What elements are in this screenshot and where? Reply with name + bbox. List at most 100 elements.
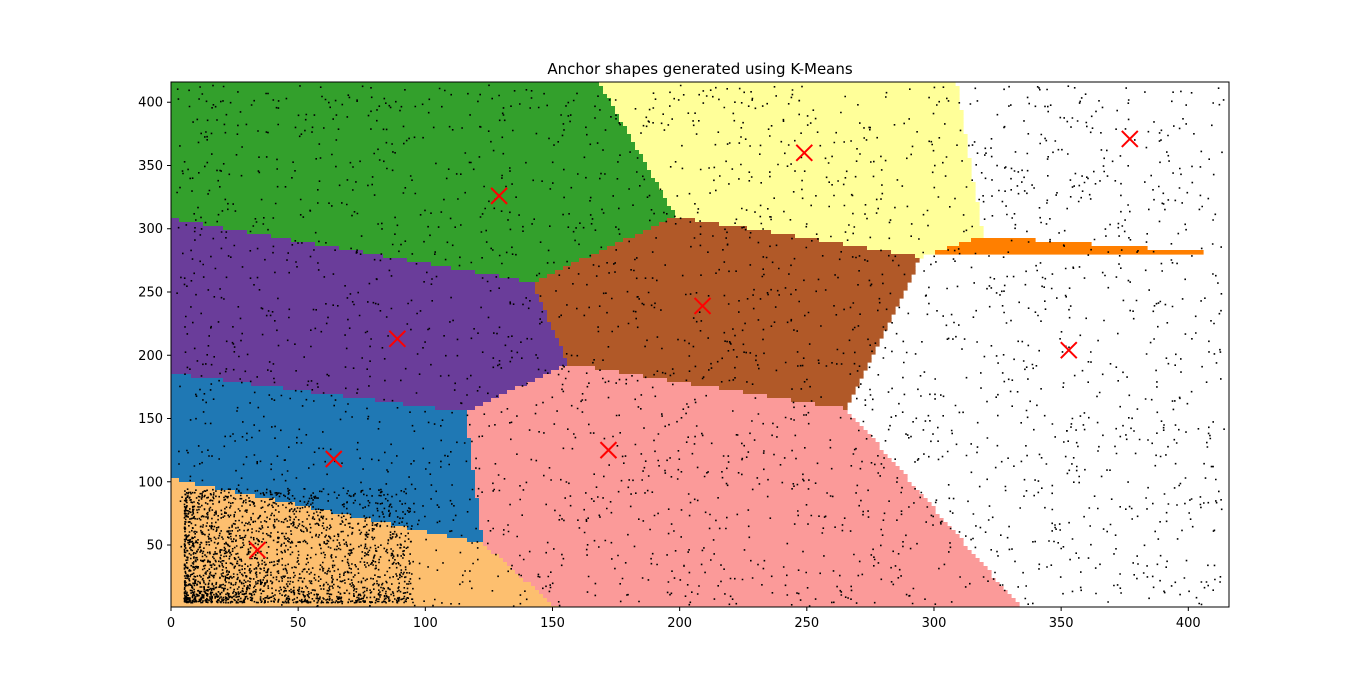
region-cell: [171, 302, 544, 307]
region-cell: [555, 270, 916, 275]
region-cell: [655, 178, 972, 183]
region-cell: [483, 530, 956, 535]
region-cell: [659, 186, 976, 191]
region-cell: [171, 406, 436, 411]
region-cell: [479, 498, 928, 503]
region-cell: [479, 506, 936, 511]
region-cell: [695, 218, 980, 223]
region-cell: [171, 494, 256, 499]
region-cell: [815, 402, 848, 407]
region-cell: [171, 118, 620, 123]
region-cell: [483, 538, 964, 543]
region-cell: [467, 418, 856, 423]
x-tick-label: 0: [167, 616, 175, 631]
region-cell: [483, 534, 960, 539]
region-cell: [499, 394, 768, 399]
region-cell: [171, 198, 668, 203]
region-cell: [427, 530, 484, 535]
y-tick-label: 100: [138, 475, 163, 490]
region-cell: [475, 486, 916, 491]
region-cell: [551, 322, 888, 327]
region-cell: [503, 558, 980, 563]
region-cell: [643, 154, 968, 159]
y-tick-label: 200: [138, 349, 163, 364]
region-cell: [171, 470, 476, 475]
region-cell: [467, 422, 860, 427]
region-cell: [255, 494, 476, 499]
centroid-marker: [490, 187, 508, 205]
region-cell: [171, 450, 472, 455]
region-cell: [635, 142, 968, 147]
region-cell: [391, 522, 480, 527]
region-cell: [171, 370, 552, 375]
region-cell: [171, 170, 652, 175]
region-cell: [171, 322, 552, 327]
region-cell: [315, 242, 616, 247]
y-tick-label: 350: [138, 159, 163, 174]
region-cell: [471, 462, 896, 467]
region-cell: [171, 454, 472, 459]
x-tick-label: 50: [290, 616, 307, 631]
region-cell: [539, 294, 904, 299]
plot-frame: [170, 81, 1230, 608]
region-cell: [171, 426, 468, 431]
region-cell: [591, 254, 916, 259]
region-cell: [171, 434, 468, 439]
centroid-marker: [1121, 130, 1139, 148]
region-cell: [171, 590, 540, 595]
region-cell: [171, 130, 628, 135]
region-cell: [479, 526, 952, 531]
region-cell: [215, 486, 476, 491]
region-cell: [615, 110, 964, 115]
region-cell: [771, 230, 984, 235]
region-cell: [251, 382, 528, 387]
region-cell: [531, 582, 1000, 587]
region-cell: [535, 378, 668, 383]
region-cell: [627, 130, 964, 135]
region-cell: [475, 406, 844, 411]
region-cell: [475, 494, 924, 499]
region-cell: [563, 266, 916, 271]
region-cell: [171, 98, 612, 103]
region-cell: [375, 398, 492, 403]
region-cell: [171, 294, 540, 299]
centroid-marker: [388, 330, 407, 348]
region-cell: [171, 402, 404, 407]
region-cell: [171, 210, 676, 215]
region-cell: [171, 602, 552, 607]
region-cell: [651, 174, 972, 179]
region-cell: [511, 566, 988, 571]
region-cell: [171, 242, 316, 247]
region-cell: [667, 198, 976, 203]
region-cell: [171, 354, 564, 359]
region-cell: [171, 150, 640, 155]
region-cell: [171, 502, 296, 507]
region-cell: [535, 282, 908, 287]
region-cell: [171, 478, 180, 483]
region-cell: [171, 338, 560, 343]
region-cell: [579, 258, 920, 263]
region-cell: [171, 386, 284, 391]
region-cell: [483, 402, 816, 407]
region-cell: [311, 506, 480, 511]
centroid-marker: [1060, 341, 1078, 359]
region-cell: [643, 374, 864, 379]
region-cell: [331, 510, 480, 515]
region-cell: [171, 214, 676, 219]
y-axis: 50 100 150 200 250 300 350 400: [138, 96, 171, 554]
region-cell: [519, 278, 540, 283]
region-cell: [171, 462, 472, 467]
region-cell: [171, 286, 536, 291]
region-cell: [603, 90, 960, 95]
region-cell: [171, 158, 644, 163]
region-cell: [171, 390, 312, 395]
region-cell: [171, 518, 372, 523]
region-cell: [959, 242, 1092, 247]
y-tick-label: 50: [146, 539, 163, 554]
region-cell: [767, 394, 852, 399]
x-axis: 0 50 100 150 200 250 300 350 400: [167, 607, 1201, 631]
region-cell: [171, 414, 468, 419]
plot-area: [171, 82, 1225, 607]
region-cell: [675, 210, 980, 215]
region-cell: [651, 170, 972, 175]
